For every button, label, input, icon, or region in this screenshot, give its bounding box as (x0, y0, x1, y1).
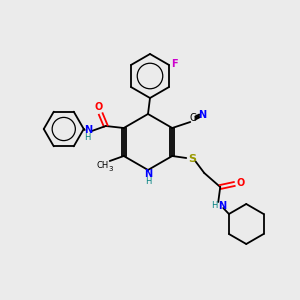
Text: H: H (85, 133, 91, 142)
Text: H: H (211, 202, 218, 211)
Text: N: N (218, 201, 226, 211)
Text: S: S (188, 154, 196, 164)
Text: 3: 3 (109, 166, 113, 172)
Text: N: N (144, 169, 152, 179)
Text: O: O (94, 102, 103, 112)
Text: H: H (145, 176, 151, 185)
Text: N: N (198, 110, 206, 120)
Text: O: O (236, 178, 244, 188)
Text: C: C (190, 113, 196, 123)
Text: N: N (84, 125, 92, 135)
Text: CH: CH (97, 161, 109, 170)
Text: F: F (171, 59, 177, 69)
